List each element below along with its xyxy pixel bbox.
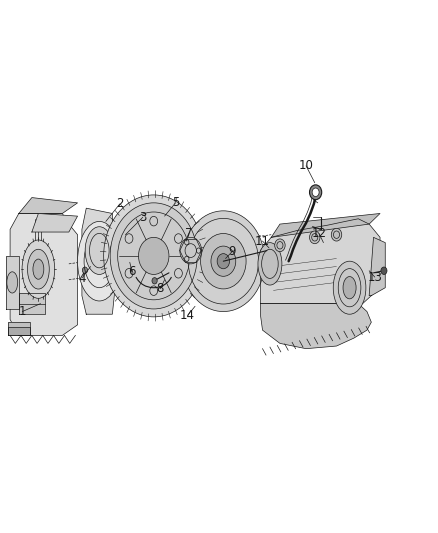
Text: 14: 14 bbox=[180, 309, 195, 322]
Polygon shape bbox=[369, 237, 385, 296]
Text: 10: 10 bbox=[299, 159, 314, 172]
Circle shape bbox=[275, 239, 285, 252]
Ellipse shape bbox=[82, 267, 88, 273]
Circle shape bbox=[110, 203, 197, 309]
Circle shape bbox=[381, 267, 387, 274]
Text: 2: 2 bbox=[116, 197, 124, 211]
Text: 4: 4 bbox=[78, 272, 86, 285]
Circle shape bbox=[111, 244, 117, 252]
Ellipse shape bbox=[33, 259, 44, 279]
Text: 8: 8 bbox=[156, 282, 164, 295]
Polygon shape bbox=[8, 322, 30, 335]
Circle shape bbox=[138, 237, 169, 274]
Ellipse shape bbox=[28, 249, 49, 289]
Text: 5: 5 bbox=[172, 196, 179, 209]
Circle shape bbox=[217, 254, 230, 269]
Polygon shape bbox=[19, 198, 78, 214]
Ellipse shape bbox=[78, 221, 121, 301]
Circle shape bbox=[331, 228, 342, 241]
Text: 11: 11 bbox=[255, 235, 270, 247]
Circle shape bbox=[310, 231, 320, 244]
Circle shape bbox=[104, 195, 204, 317]
Ellipse shape bbox=[152, 278, 157, 284]
Ellipse shape bbox=[333, 261, 366, 314]
Text: 3: 3 bbox=[139, 211, 147, 224]
Polygon shape bbox=[260, 304, 371, 349]
Text: 13: 13 bbox=[367, 271, 382, 284]
Polygon shape bbox=[32, 214, 78, 232]
Ellipse shape bbox=[22, 240, 55, 298]
Text: 9: 9 bbox=[228, 245, 236, 258]
Polygon shape bbox=[82, 208, 115, 314]
Text: 7: 7 bbox=[185, 227, 192, 240]
Circle shape bbox=[310, 185, 322, 200]
Circle shape bbox=[182, 211, 265, 312]
Polygon shape bbox=[260, 219, 380, 304]
Polygon shape bbox=[19, 293, 45, 314]
Circle shape bbox=[211, 246, 236, 276]
Polygon shape bbox=[271, 214, 380, 237]
Ellipse shape bbox=[343, 277, 356, 299]
Polygon shape bbox=[10, 214, 78, 335]
Text: 6: 6 bbox=[128, 265, 136, 278]
Ellipse shape bbox=[7, 272, 18, 293]
Circle shape bbox=[312, 188, 319, 197]
Text: 1: 1 bbox=[18, 305, 26, 318]
Circle shape bbox=[180, 237, 201, 264]
Text: 12: 12 bbox=[311, 227, 327, 240]
Circle shape bbox=[201, 233, 246, 289]
Ellipse shape bbox=[85, 227, 113, 274]
Ellipse shape bbox=[258, 243, 282, 285]
Polygon shape bbox=[8, 327, 30, 335]
Polygon shape bbox=[6, 256, 19, 309]
